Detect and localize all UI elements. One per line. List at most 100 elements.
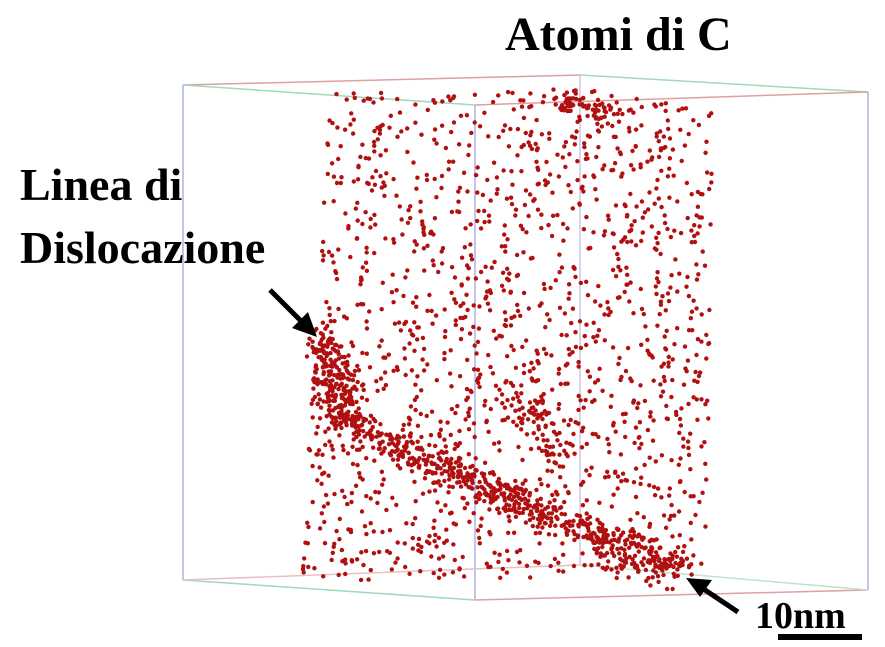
atom-dot [599,551,603,555]
atom-dot [393,450,397,454]
atom-dot [472,421,476,425]
atom-dot [438,420,442,424]
atom-dot [467,266,471,270]
atom-dot [328,408,332,412]
atom-dot [623,542,627,546]
atom-dot [545,450,549,454]
atom-dot [505,237,509,241]
atom-dot [387,353,391,357]
atom-dot [680,159,684,163]
atom-dot [538,531,542,535]
atom-dot [375,389,379,393]
atom-dot [395,556,399,560]
atom-dot [338,517,342,521]
atom-dot [459,337,463,341]
atom-dot [653,493,657,497]
atom-dot [660,294,664,298]
atom-dot [550,234,554,238]
atom-dot [522,363,526,367]
atom-dot [640,199,644,203]
atom-dot [520,345,524,349]
atom-dot [673,257,677,261]
atom-dot [414,295,418,299]
atom-dot [368,429,372,433]
atom-dot [495,175,499,179]
atom-dot [584,468,588,472]
atom-dot [566,454,570,458]
atom-dot [333,427,337,431]
atom-dot [452,297,456,301]
atom-dot [516,127,520,131]
atom-dot [473,468,477,472]
atom-dot [614,274,618,278]
atom-dot [635,534,639,538]
atom-dot [653,202,657,206]
atom-dot [536,168,540,172]
atom-dot [488,485,492,489]
atom-dot [438,483,442,487]
atom-dot [550,469,554,473]
atom-dot [594,104,598,108]
atom-dot [514,208,518,212]
atom-dot [326,426,330,430]
atom-dot [419,550,423,554]
atom-dot [699,397,703,401]
atom-dot [513,479,517,483]
atom-dot [488,365,492,369]
atom-dot [551,422,555,426]
atom-dot [510,91,514,95]
atom-dot [368,225,372,229]
atom-dot [350,445,354,449]
atom-dot [593,187,597,191]
atom-dot [338,372,342,376]
atom-dot [494,336,498,340]
dislocation-label: Linea di [20,159,183,210]
atom-dot [547,137,551,141]
arrow-shaft [702,588,738,612]
atom-dot [338,421,342,425]
atom-dot [364,319,368,323]
atom-dot [476,528,480,532]
atom-dot [529,130,533,134]
atom-dot [489,407,493,411]
atom-dot [660,453,664,457]
atom-dot [641,216,645,220]
atom-dot [619,479,623,483]
atom-dot [517,408,521,412]
atom-dot [692,223,696,227]
atom-dot [597,501,601,505]
atom-dot [489,198,493,202]
atom-dot [361,563,365,567]
atom-dot [473,343,477,347]
atom-dot [516,309,520,313]
atom-dot [597,117,601,121]
atom-dot [541,399,545,403]
atom-dot [476,368,480,372]
atom-dot [348,390,352,394]
atom-dot [354,400,358,404]
atom-dot [405,126,409,130]
atom-dot [415,337,419,341]
atom-dot [657,557,661,561]
atom-dot [574,129,578,133]
atom-dot [512,314,516,318]
atom-dot [402,423,406,427]
atom-dot [697,500,701,504]
atom-dot [511,420,515,424]
atom-dot [664,101,668,105]
atom-dot [433,444,437,448]
atom-dot [450,407,454,411]
atom-dot [471,325,475,329]
atom-dot [412,480,416,484]
atom-dot [512,531,516,535]
atom-dot [425,362,429,366]
atom-dot [527,105,531,109]
atom-dot [689,537,693,541]
atom-dot [633,565,637,569]
atom-dot [655,241,659,245]
atom-dot [460,256,464,260]
atom-dot [359,578,363,582]
atom-dot [619,452,623,456]
atom-dot [669,514,673,518]
atom-dot [335,125,339,129]
